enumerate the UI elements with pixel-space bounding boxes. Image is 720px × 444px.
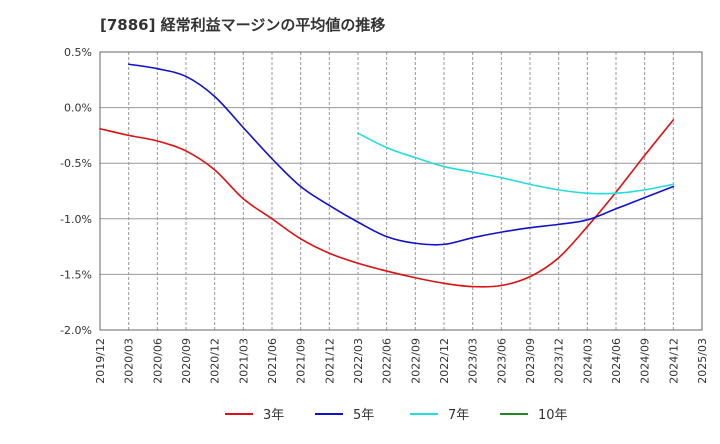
- x-tick-label: 2024/03: [581, 338, 594, 384]
- x-tick-label: 2024/06: [610, 338, 623, 384]
- x-tick-label: 2022/09: [409, 338, 422, 384]
- x-tick-label: 2022/03: [352, 338, 365, 384]
- x-tick-label: 2022/06: [381, 338, 394, 384]
- x-tick-label: 2022/12: [438, 338, 451, 384]
- y-tick-label: 0.5%: [64, 46, 92, 59]
- x-tick-label: 2020/03: [123, 338, 136, 384]
- series-line-3: [357, 132, 675, 195]
- x-tick-label: 2021/03: [237, 338, 250, 384]
- legend-label-3: 7年: [448, 408, 469, 423]
- x-tick-label: 2023/06: [495, 338, 508, 384]
- legend-label-2: 5年: [353, 408, 374, 423]
- legend-label-4: 10年: [538, 408, 568, 423]
- y-tick-label: -1.0%: [60, 213, 92, 226]
- series-line-2: [127, 63, 675, 246]
- x-tick-label: 2023/03: [467, 338, 480, 384]
- x-tick-label: 2021/09: [295, 338, 308, 384]
- y-tick-label: 0.0%: [64, 102, 92, 115]
- series-line-1: [99, 119, 675, 288]
- x-tick-label: 2019/12: [94, 338, 107, 384]
- x-tick-label: 2021/12: [323, 338, 336, 384]
- x-tick-label: 2023/12: [553, 338, 566, 384]
- chart-title: [7886] 経常利益マージンの平均値の推移: [100, 16, 386, 34]
- x-tick-label: 2020/09: [180, 338, 193, 384]
- plot-frame: [99, 51, 703, 331]
- x-tick-label: 2021/06: [266, 338, 279, 384]
- x-tick-label: 2024/09: [639, 338, 652, 384]
- x-tick-label: 2024/12: [667, 338, 680, 384]
- y-tick-label: -1.5%: [60, 268, 92, 281]
- x-tick-label: 2020/12: [209, 338, 222, 384]
- x-tick-label: 2020/06: [151, 338, 164, 384]
- y-tick-label: -0.5%: [60, 157, 92, 170]
- x-tick-label: 2025/03: [696, 338, 709, 384]
- plot-area: [100, 52, 702, 330]
- y-tick-label: -2.0%: [60, 324, 92, 337]
- legend-label-1: 3年: [263, 408, 284, 423]
- x-tick-label: 2023/09: [524, 338, 537, 384]
